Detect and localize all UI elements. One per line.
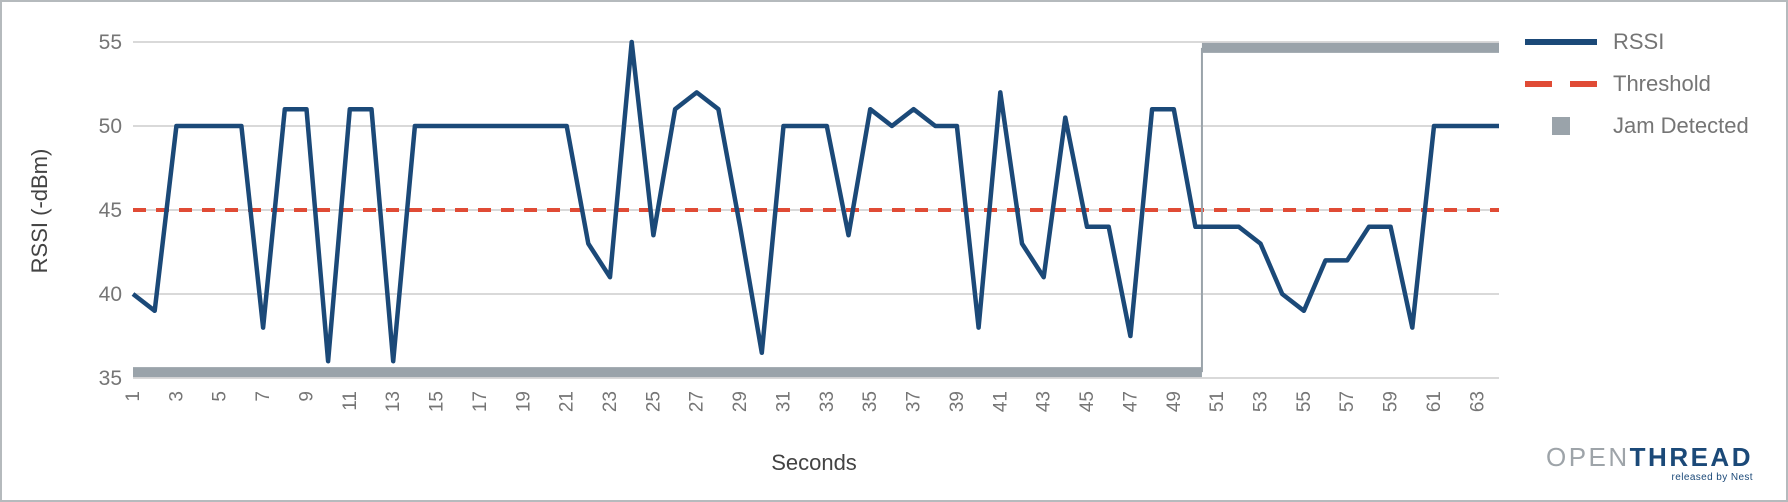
svg-text:50: 50 (99, 115, 122, 138)
svg-text:25: 25 (643, 391, 664, 412)
x-axis-title: Seconds (771, 450, 857, 475)
svg-text:55: 55 (1294, 391, 1315, 412)
svg-text:19: 19 (513, 391, 534, 412)
y-axis-title: RSSI (-dBm) (27, 148, 52, 274)
legend-item-rssi: RSSI (1525, 29, 1749, 54)
svg-text:13: 13 (383, 391, 404, 412)
svg-text:15: 15 (427, 391, 448, 412)
svg-text:63: 63 (1467, 391, 1488, 412)
jam-square-icon (1525, 114, 1597, 138)
svg-text:21: 21 (557, 391, 578, 412)
svg-text:35: 35 (860, 391, 881, 412)
svg-text:17: 17 (470, 391, 491, 412)
threshold-dash-icon (1525, 72, 1597, 96)
svg-text:41: 41 (990, 391, 1011, 412)
svg-text:11: 11 (340, 391, 361, 411)
svg-text:53: 53 (1250, 391, 1271, 412)
svg-text:9: 9 (296, 391, 317, 402)
svg-text:33: 33 (817, 391, 838, 412)
svg-text:37: 37 (904, 391, 925, 412)
legend-label: Threshold (1613, 71, 1711, 96)
legend-item-jam-detected: Jam Detected (1525, 113, 1749, 138)
openthread-wordmark: OPENTHREAD (1545, 442, 1753, 472)
svg-text:55: 55 (99, 31, 122, 54)
svg-text:7: 7 (253, 391, 274, 402)
legend-label: Jam Detected (1613, 113, 1749, 138)
svg-text:45: 45 (99, 199, 122, 222)
svg-text:23: 23 (600, 391, 621, 412)
svg-text:1: 1 (123, 391, 144, 402)
svg-text:45: 45 (1077, 391, 1098, 412)
rssi-line-icon (1525, 30, 1597, 54)
svg-text:5: 5 (210, 391, 231, 402)
openthread-logo: OPENTHREAD released by Nest (1546, 444, 1753, 483)
svg-text:40: 40 (99, 283, 122, 306)
legend-item-threshold: Threshold (1525, 71, 1749, 96)
svg-text:3: 3 (166, 391, 187, 402)
legend-label: RSSI (1613, 29, 1665, 54)
svg-text:51: 51 (1207, 391, 1228, 412)
svg-text:31: 31 (773, 391, 794, 412)
svg-text:61: 61 (1424, 391, 1445, 412)
svg-text:39: 39 (947, 391, 968, 412)
svg-text:47: 47 (1120, 391, 1141, 412)
logo-tagline: released by Nest (1671, 472, 1753, 483)
svg-text:57: 57 (1337, 391, 1358, 412)
svg-text:49: 49 (1164, 391, 1185, 412)
svg-text:29: 29 (730, 391, 751, 412)
svg-text:27: 27 (687, 391, 708, 412)
svg-text:43: 43 (1034, 391, 1055, 412)
svg-text:35: 35 (99, 367, 122, 390)
svg-text:59: 59 (1381, 391, 1402, 412)
legend: RSSI Threshold Jam Detected (1525, 29, 1749, 156)
